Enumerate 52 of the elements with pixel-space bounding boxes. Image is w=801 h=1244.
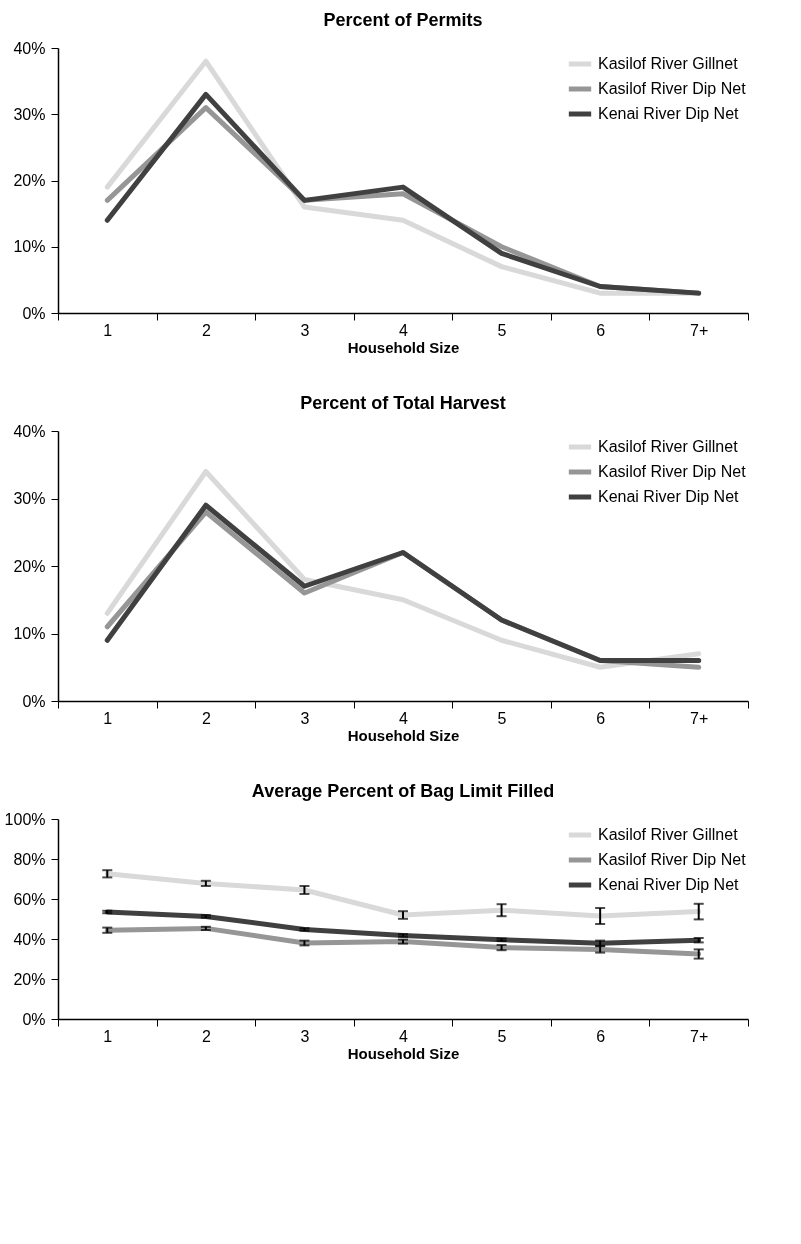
legend-label: Kenai River Dip Net (598, 105, 740, 122)
x-tick-label: 6 (596, 709, 606, 727)
y-tick-label: 0% (22, 692, 46, 710)
y-tick-label: 0% (22, 304, 46, 322)
legend-label: Kasilof River Dip Net (598, 463, 747, 480)
x-tick-label: 5 (497, 709, 507, 727)
y-tick-label: 30% (13, 105, 46, 123)
legend-label: Kasilof River Dip Net (598, 851, 747, 868)
y-tick-label: 10% (13, 238, 46, 256)
y-tick-label: 10% (13, 625, 46, 642)
y-tick-label: 40% (13, 39, 46, 57)
y-tick-label: 100% (4, 810, 46, 828)
x-tick-label: 7+ (690, 1027, 709, 1045)
chart-title: Average Percent of Bag Limit Filled (251, 781, 555, 801)
x-tick-label: 2 (201, 1027, 211, 1045)
y-tick-label: 30% (13, 490, 46, 507)
legend-label: Kenai River Dip Net (598, 876, 740, 893)
legend-label: Kasilof River Gillnet (598, 438, 739, 455)
legend-label: Kasilof River Gillnet (598, 826, 739, 843)
x-tick-label: 3 (300, 321, 310, 339)
y-tick-label: 20% (13, 970, 46, 988)
x-tick-label: 5 (497, 321, 507, 339)
y-tick-label: 40% (13, 930, 46, 948)
x-tick-label: 6 (596, 1027, 606, 1045)
x-tick-label: 3 (300, 709, 310, 727)
y-tick-label: 20% (13, 172, 46, 189)
y-tick-label: 60% (13, 890, 46, 908)
legend-label: Kasilof River Dip Net (598, 80, 747, 97)
legend-label: Kasilof River Gillnet (598, 55, 739, 72)
x-tick-label: 4 (399, 321, 409, 339)
y-tick-label: 20% (13, 557, 46, 575)
x-tick-label: 2 (201, 709, 211, 727)
x-tick-label: 1 (103, 709, 113, 727)
y-tick-label: 0% (22, 1010, 46, 1028)
x-tick-label: 7+ (690, 321, 709, 339)
y-tick-label: 80% (13, 850, 46, 868)
x-tick-label: 4 (399, 709, 409, 727)
x-tick-label: 4 (399, 1027, 409, 1045)
legend-label: Kenai River Dip Net (598, 488, 740, 505)
x-tick-label: 3 (300, 1027, 310, 1045)
x-axis-title: Household Size (347, 726, 460, 744)
x-tick-label: 5 (497, 1027, 507, 1045)
x-tick-label: 6 (596, 321, 606, 339)
x-tick-label: 1 (103, 1027, 113, 1045)
x-tick-label: 2 (201, 321, 211, 339)
x-axis-title: Household Size (347, 338, 460, 356)
chart-title: Percent of Total Harvest (300, 393, 506, 413)
y-tick-label: 40% (13, 422, 46, 440)
chart-title: Percent of Permits (323, 10, 483, 30)
x-axis-title: Household Size (347, 1044, 460, 1062)
x-tick-label: 7+ (690, 709, 709, 727)
x-tick-label: 1 (103, 321, 113, 339)
